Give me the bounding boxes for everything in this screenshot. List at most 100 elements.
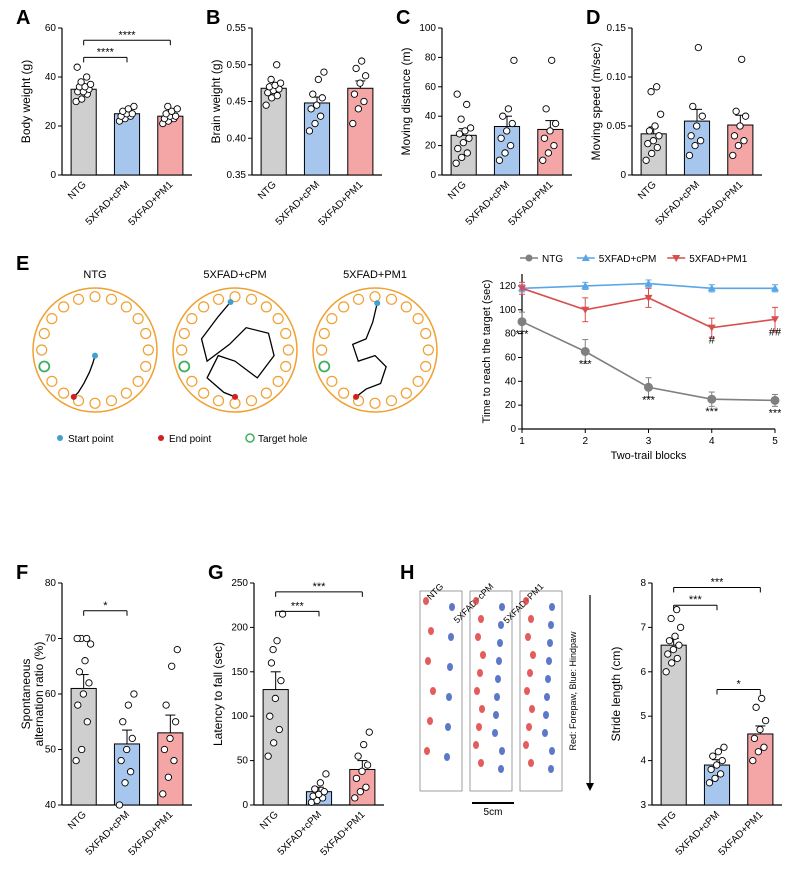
data-point [540, 157, 546, 163]
svg-text:##: ## [769, 326, 782, 338]
data-point [163, 702, 169, 708]
data-point [272, 695, 278, 701]
data-point [323, 771, 329, 777]
data-point [363, 784, 369, 790]
data-point [355, 106, 361, 112]
svg-text:***: *** [313, 581, 327, 593]
svg-text:150: 150 [231, 667, 248, 678]
data-point [120, 719, 126, 725]
data-point [731, 133, 737, 139]
data-point [665, 651, 671, 657]
data-point [547, 128, 553, 134]
data-point [496, 157, 502, 163]
y-axis-label: Moving speed (m/sec) [589, 42, 603, 160]
svg-text:0.55: 0.55 [227, 23, 247, 34]
data-point [76, 669, 82, 675]
svg-text:40: 40 [505, 376, 517, 387]
svg-text:4: 4 [640, 756, 646, 767]
data-point [263, 102, 269, 108]
data-point [129, 735, 135, 741]
data-point [511, 57, 517, 63]
data-point [165, 103, 171, 109]
svg-text:End point: End point [169, 434, 211, 445]
svg-text:40: 40 [45, 800, 57, 811]
svg-text:0: 0 [242, 800, 248, 811]
data-point [357, 788, 363, 794]
data-point [502, 150, 508, 156]
data-point [317, 113, 323, 119]
data-point [265, 753, 271, 759]
svg-text:0: 0 [50, 170, 56, 181]
panel-label: G [208, 562, 224, 584]
data-point [317, 780, 323, 786]
data-point [545, 150, 551, 156]
data-point [650, 138, 656, 144]
data-point [463, 101, 469, 107]
data-point [712, 775, 718, 781]
data-point [273, 62, 279, 68]
data-point [82, 658, 88, 664]
data-point [503, 128, 509, 134]
data-point [656, 133, 662, 139]
svg-text:60: 60 [45, 23, 57, 34]
svg-text:0: 0 [620, 170, 626, 181]
svg-text:0.35: 0.35 [227, 170, 247, 181]
svg-text:120: 120 [499, 281, 516, 292]
data-point [364, 762, 370, 768]
data-point [122, 780, 128, 786]
data-point [87, 81, 93, 87]
svg-text:100: 100 [231, 711, 248, 722]
data-point [735, 142, 741, 148]
data-point [663, 669, 669, 675]
data-point [453, 160, 459, 166]
data-point [352, 795, 358, 801]
data-point [174, 106, 180, 112]
svg-text:60: 60 [45, 689, 57, 700]
data-point [168, 663, 174, 669]
data-point [688, 133, 694, 139]
data-point [464, 150, 470, 156]
data-point [274, 638, 280, 644]
data-point [692, 142, 698, 148]
data-point [87, 641, 93, 647]
svg-text:5cm: 5cm [484, 807, 503, 818]
svg-text:0.50: 0.50 [227, 60, 247, 71]
data-point [673, 606, 679, 612]
svg-text:***: *** [579, 359, 593, 371]
data-point [74, 635, 80, 641]
data-point [677, 624, 683, 630]
bar [304, 103, 329, 175]
data-point [467, 125, 473, 131]
data-point [86, 680, 92, 686]
data-point [643, 157, 649, 163]
data-point [750, 757, 756, 763]
data-point [74, 64, 80, 70]
data-point [315, 76, 321, 82]
data-point [646, 128, 652, 134]
data-point [762, 717, 768, 723]
svg-text:5XFAD+PM1: 5XFAD+PM1 [689, 254, 748, 265]
data-point [498, 135, 504, 141]
svg-text:0.45: 0.45 [227, 97, 247, 108]
data-point [648, 89, 654, 95]
data-point [131, 103, 137, 109]
svg-text:0: 0 [430, 170, 436, 181]
panel-label: F [16, 562, 28, 584]
data-point [509, 120, 515, 126]
svg-text:5XFAD+cPM: 5XFAD+cPM [203, 269, 266, 281]
data-point [268, 660, 274, 666]
data-point [758, 695, 764, 701]
svg-text:Red: Forepaw, Blue: Hindpaw: Red: Forepaw, Blue: Hindpaw [568, 631, 578, 751]
data-point [715, 749, 721, 755]
data-point [742, 113, 748, 119]
svg-text:50: 50 [237, 756, 249, 767]
svg-text:100: 100 [499, 305, 516, 316]
data-point [278, 677, 284, 683]
svg-text:40: 40 [45, 72, 57, 83]
svg-text:Start point: Start point [68, 434, 114, 445]
data-point [737, 123, 743, 129]
data-point [753, 704, 759, 710]
data-point [713, 762, 719, 768]
panel-label: C [396, 7, 410, 29]
y-axis-label: Moving distance (m) [399, 47, 413, 155]
